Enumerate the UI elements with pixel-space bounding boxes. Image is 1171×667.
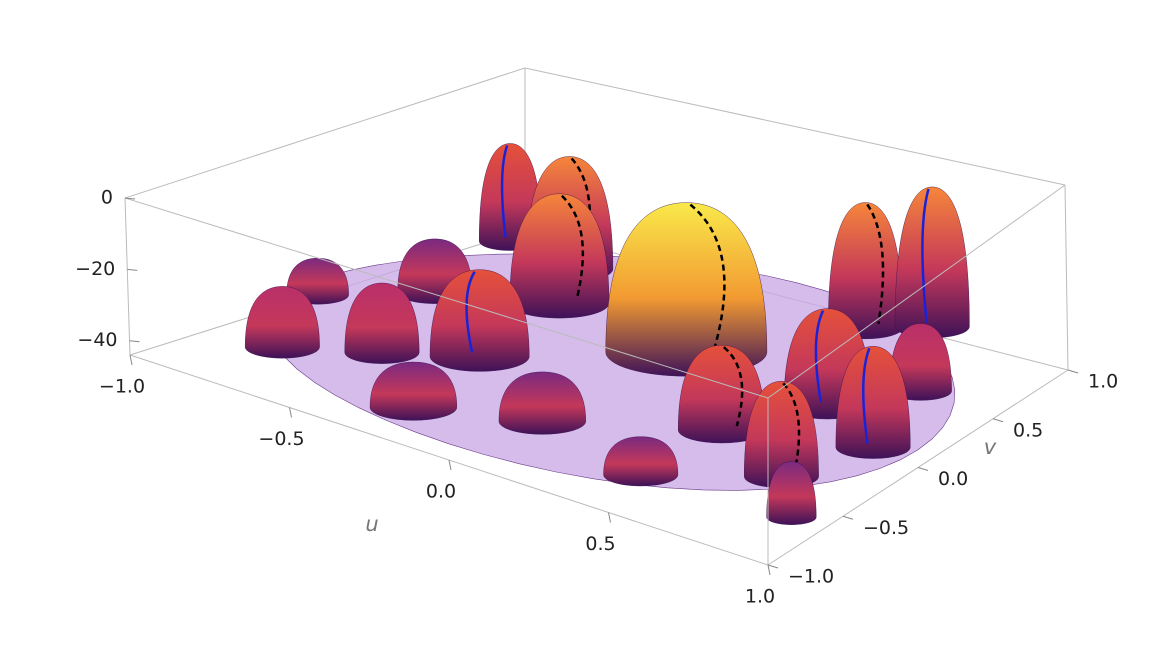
dashed-curve	[689, 203, 726, 349]
surface-lobe	[244, 286, 320, 359]
surface-lobe	[429, 269, 530, 372]
z-tick	[127, 268, 138, 271]
dashed-curve	[782, 382, 801, 473]
blue-curve	[862, 347, 871, 444]
surface-lobe	[835, 346, 911, 459]
surface-lobe	[603, 436, 679, 487]
y-tick	[917, 467, 929, 471]
x-tick-label: 1.0	[745, 586, 775, 608]
surface-lobe	[894, 186, 970, 339]
blue-curve	[814, 310, 825, 403]
box-front: −1.0 −0.5 0.0 0.5 1.0 −1.0 −0.5 0.0 0.5 1.0 0 −20 −4…	[75, 184, 1118, 608]
y-tick	[767, 564, 779, 569]
x-axis-label: u	[365, 512, 378, 536]
y-tick-label: 0.0	[938, 468, 968, 490]
surface-lobe	[766, 461, 817, 525]
y-tick	[842, 515, 854, 520]
blue-curve	[921, 188, 930, 323]
x-tick	[129, 354, 133, 366]
y-axis-label: v	[984, 435, 997, 459]
z-tick	[129, 340, 140, 343]
z-tick-label: 0	[101, 187, 113, 209]
x-tick-label: 0.0	[426, 481, 456, 503]
z-tick	[124, 197, 136, 200]
x-tick-label: −1.0	[99, 376, 145, 398]
box-edge	[124, 197, 131, 356]
y-tick-label: −1.0	[788, 566, 834, 588]
blue-curve	[500, 145, 509, 238]
z-tick-label: −40	[77, 329, 117, 351]
x-tick	[448, 459, 452, 471]
dashed-curve	[866, 203, 885, 324]
x-tick	[767, 564, 771, 576]
x-tick	[608, 512, 611, 523]
surface	[244, 143, 970, 525]
surface-lobe	[369, 361, 458, 421]
box-edge	[524, 67, 1066, 186]
y-tick	[1067, 369, 1079, 374]
surface-lobe	[344, 282, 420, 364]
surface-lobe	[605, 202, 768, 377]
z-tick-label: −20	[75, 258, 115, 280]
y-tick-label: 0.5	[1013, 419, 1043, 441]
surface-lobe	[744, 381, 819, 488]
surface-lobe	[498, 371, 586, 435]
y-tick-label: 1.0	[1088, 371, 1118, 393]
y-tick	[992, 418, 1004, 423]
dashed-curve	[561, 194, 585, 300]
box-edge	[767, 184, 1066, 399]
dashed-curve	[722, 346, 744, 427]
box-edge	[124, 197, 769, 399]
x-tick-label: 0.5	[585, 533, 615, 555]
x-tick	[289, 407, 292, 418]
box-edge	[1064, 184, 1069, 371]
y-tick-label: −0.5	[863, 517, 909, 539]
box-edge	[124, 67, 526, 199]
x-tick-label: −0.5	[258, 428, 304, 450]
